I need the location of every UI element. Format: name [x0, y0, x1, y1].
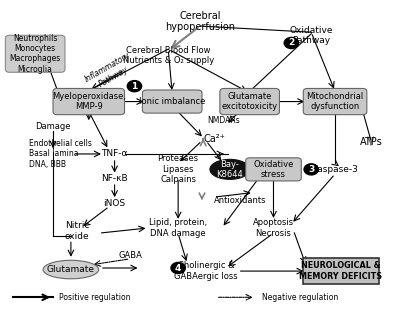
- Text: Proteases
Lipases
Calpains: Proteases Lipases Calpains: [158, 155, 199, 184]
- Text: Antioxidants: Antioxidants: [214, 196, 266, 205]
- Text: NF-κB: NF-κB: [101, 174, 128, 183]
- FancyBboxPatch shape: [303, 258, 379, 284]
- FancyBboxPatch shape: [142, 90, 202, 113]
- Text: NMDARs: NMDARs: [208, 116, 240, 124]
- Text: Nitric
oxide: Nitric oxide: [64, 221, 89, 241]
- Text: Cholinergic &
GABAergic loss: Cholinergic & GABAergic loss: [174, 261, 238, 281]
- Text: Oxidative
Pathway: Oxidative Pathway: [290, 26, 333, 45]
- Text: Lipid, protein,
DNA damage: Lipid, protein, DNA damage: [149, 218, 207, 238]
- Text: 4: 4: [175, 263, 181, 272]
- Ellipse shape: [43, 260, 99, 279]
- Text: 1: 1: [131, 82, 138, 91]
- FancyBboxPatch shape: [220, 88, 280, 115]
- Text: NEUROLOGICAL &
MEMORY DEFICITS: NEUROLOGICAL & MEMORY DEFICITS: [300, 261, 382, 281]
- FancyBboxPatch shape: [303, 88, 367, 115]
- Text: 2: 2: [288, 39, 294, 48]
- Text: Cerebral Blood Flow
Nutrients & O₂ supply: Cerebral Blood Flow Nutrients & O₂ suppl…: [122, 46, 214, 66]
- FancyBboxPatch shape: [53, 88, 124, 115]
- FancyBboxPatch shape: [5, 35, 65, 72]
- Circle shape: [284, 37, 298, 49]
- Text: Myeloperoxidase,
MMP-9: Myeloperoxidase, MMP-9: [52, 92, 126, 111]
- Text: iNOS: iNOS: [104, 199, 126, 208]
- Text: Apoptosis
Necrosis: Apoptosis Necrosis: [253, 218, 294, 238]
- Text: GABA: GABA: [118, 251, 142, 260]
- Text: Caspase-3: Caspase-3: [312, 165, 358, 174]
- Text: Oxidative
stress: Oxidative stress: [253, 160, 294, 179]
- FancyBboxPatch shape: [246, 158, 301, 181]
- Text: Damage: Damage: [35, 122, 71, 131]
- Text: Ionic imbalance: Ionic imbalance: [139, 97, 205, 106]
- Text: Neutrophils
Monocytes
Macrophages
Microglia: Neutrophils Monocytes Macrophages Microg…: [10, 34, 61, 74]
- Text: Bay-
K8644: Bay- K8644: [216, 160, 243, 179]
- Text: TNF-α: TNF-α: [101, 150, 128, 159]
- Circle shape: [171, 262, 185, 274]
- Text: Mitochondrial
dysfunction: Mitochondrial dysfunction: [306, 92, 364, 111]
- Text: ATPs: ATPs: [360, 137, 382, 146]
- Text: Negative regulation: Negative regulation: [262, 293, 338, 302]
- Text: Glutamate: Glutamate: [47, 265, 95, 274]
- Circle shape: [127, 81, 142, 92]
- Text: Ca²⁺: Ca²⁺: [203, 133, 225, 144]
- Circle shape: [304, 164, 318, 175]
- Text: 3: 3: [308, 165, 314, 174]
- Text: Endothelial cells
Basal lamina
DNA, BBB: Endothelial cells Basal lamina DNA, BBB: [29, 139, 92, 169]
- Text: Glutamate
excitotoxicity: Glutamate excitotoxicity: [222, 92, 278, 111]
- Text: Cerebral
hypoperfusion: Cerebral hypoperfusion: [165, 11, 235, 32]
- Ellipse shape: [210, 159, 250, 179]
- Text: Positive regulation: Positive regulation: [59, 293, 130, 302]
- Text: Inflammatory
Pathway: Inflammatory Pathway: [84, 51, 138, 94]
